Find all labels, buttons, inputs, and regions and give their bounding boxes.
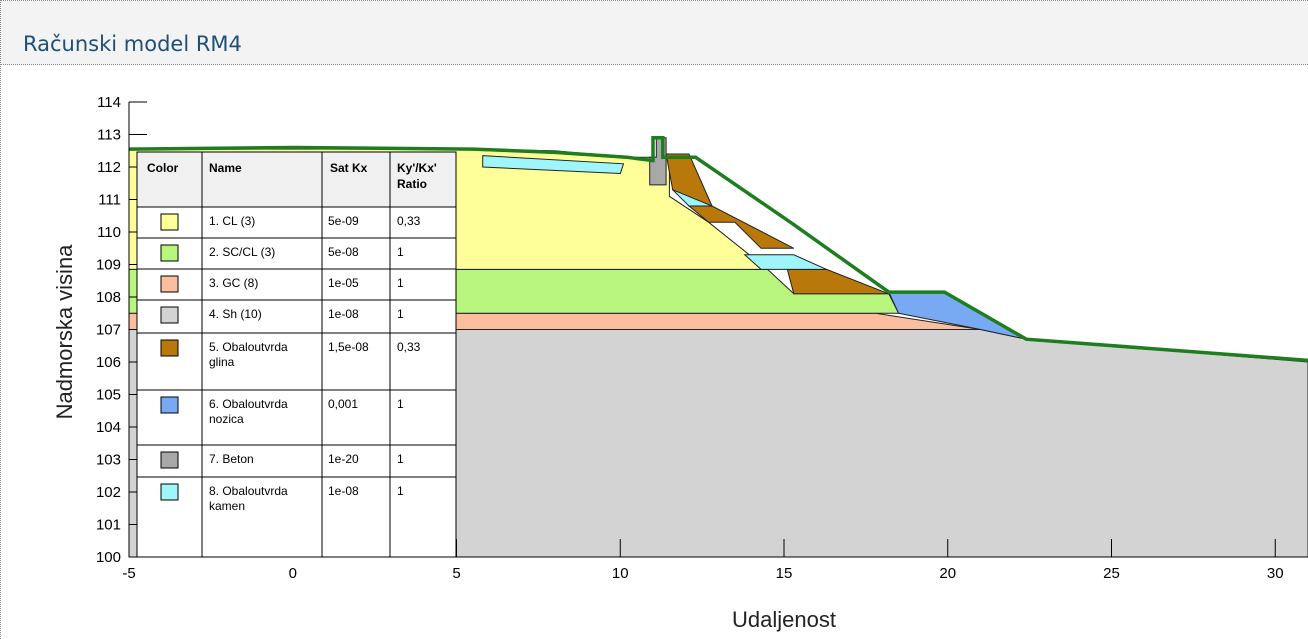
legend-header: Color	[147, 161, 179, 175]
y-tick-label: 102	[96, 484, 121, 501]
legend-ratio: 1	[397, 484, 404, 498]
boundary-lines	[128, 135, 1308, 363]
legend-ratio: 1	[397, 245, 404, 259]
region-obal_glina	[665, 153, 713, 207]
legend-swatch	[160, 339, 179, 357]
legend-ratio: 1	[397, 276, 404, 290]
legend-swatch	[160, 306, 179, 324]
region-obal_kamen	[743, 254, 827, 270]
x-tick-label: 30	[1267, 565, 1284, 582]
legend-sat-kx: 1e-08	[328, 307, 359, 321]
y-tick-label: 111	[98, 192, 121, 209]
y-tick-label: 104	[96, 419, 121, 436]
legend-name: 8. Obaloutvrda kamen	[209, 484, 288, 513]
x-tick-label: -5	[122, 565, 135, 582]
legend-ratio: 1	[397, 452, 404, 466]
legend-sat-kx: 1,5e-08	[328, 340, 369, 354]
y-tick-label: 112	[97, 159, 121, 176]
legend-ratio: 1	[397, 397, 404, 411]
legend-swatch	[160, 275, 179, 293]
legend-name: 1. CL (3)	[209, 214, 255, 228]
y-tick-label: 107	[96, 322, 121, 339]
y-tick-label: 114	[97, 94, 121, 111]
x-tick-label: 0	[289, 565, 297, 582]
legend-swatch	[160, 483, 179, 501]
region-obal_kamen	[482, 155, 625, 175]
y-tick-label: 105	[96, 387, 121, 404]
legend-ratio: 0,33	[397, 340, 421, 354]
x-axis-title: Udaljenost	[732, 607, 836, 632]
y-tick-label: 113	[97, 127, 121, 144]
legend-table: Color Name Sat Kx Ky'/Kx' Ratio 1. CL (3) 5e-0…	[136, 151, 457, 558]
legend-header-row	[136, 151, 457, 208]
legend-header: Name	[209, 161, 242, 175]
y-tick-label: 106	[96, 354, 121, 371]
page-title: Računski model RM4	[23, 32, 242, 56]
legend-sat-kx: 1e-08	[328, 484, 359, 498]
x-tick-label: 20	[939, 565, 956, 582]
ground-surface-line	[128, 135, 1308, 363]
legend-sat-kx: 0,001	[328, 397, 358, 411]
legend-name: 7. Beton	[209, 452, 254, 466]
legend-swatch	[160, 213, 179, 231]
legend-name: 3. GC (8)	[209, 276, 258, 290]
x-tick-label: 25	[1103, 565, 1120, 582]
y-tick-label: 103	[96, 452, 121, 469]
legend-ratio: 1	[397, 307, 404, 321]
y-tick-label: 108	[96, 289, 121, 306]
legend-swatch	[160, 396, 179, 414]
legend-name: 5. Obaloutvrda glina	[209, 340, 288, 369]
axes: 1001011021031041051061071081091101111121…	[96, 94, 1308, 582]
y-tick-label: 109	[96, 257, 121, 274]
y-tick-label: 100	[96, 549, 121, 566]
legend-sat-kx: 5e-09	[328, 214, 359, 228]
legend-name: 6. Obaloutvrda nozica	[209, 397, 288, 426]
legend-sat-kx: 1e-05	[328, 276, 359, 290]
legend-header-ratio: Ky'/Kx' Ratio	[397, 161, 437, 191]
legend-swatch	[160, 244, 179, 262]
x-tick-label: 15	[776, 565, 793, 582]
legend-sat-kx: 5e-08	[328, 245, 359, 259]
y-tick-label: 110	[97, 224, 121, 241]
legend-header: Sat Kx	[330, 161, 368, 175]
x-tick-label: 10	[612, 565, 629, 582]
legend-swatch	[160, 451, 179, 469]
legend-sat-kx: 1e-20	[328, 452, 359, 466]
legend-box	[136, 151, 457, 558]
legend-name: 4. Sh (10)	[209, 307, 262, 321]
header-bar: Računski model RM4	[1, 1, 1308, 65]
x-tick-label: 5	[452, 565, 460, 582]
y-axis-title: Nadmorska visina	[52, 244, 77, 420]
legend-ratio: 0,33	[397, 214, 421, 228]
y-tick-label: 101	[96, 517, 121, 534]
legend-name: 2. SC/CL (3)	[209, 245, 275, 259]
